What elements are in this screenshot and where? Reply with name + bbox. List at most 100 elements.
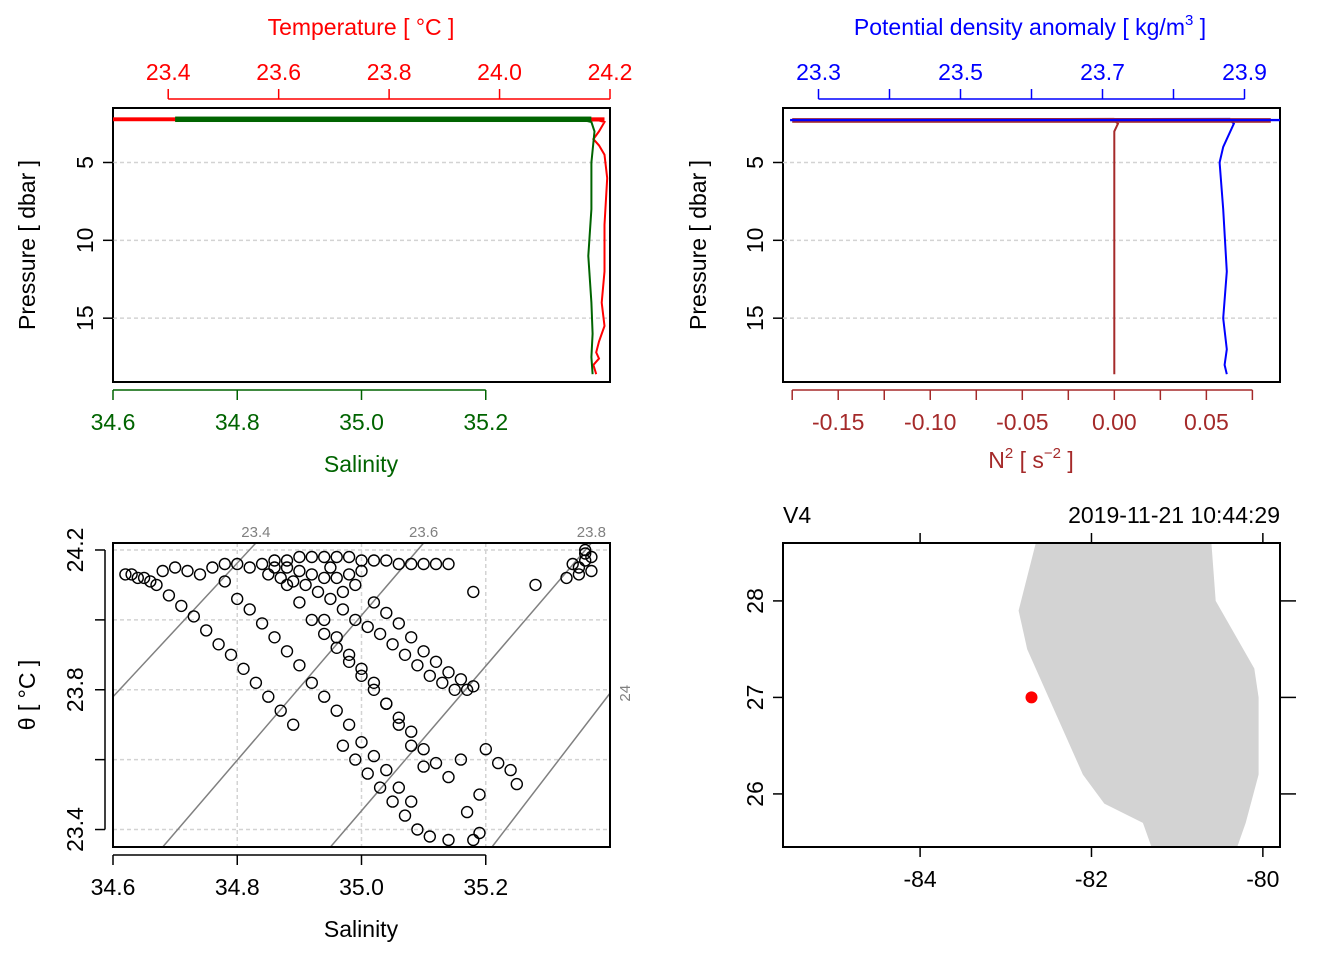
density-profile-grid <box>783 161 1280 319</box>
series-n2-line <box>801 117 1120 375</box>
ts-point <box>318 627 331 641</box>
n2-tick-label--0.05: -0.05 <box>996 409 1048 435</box>
ts-diagram-points <box>119 543 598 847</box>
ts-point <box>423 669 436 682</box>
ts-point <box>442 770 455 784</box>
ts-point <box>274 571 287 585</box>
ts-point <box>361 620 374 634</box>
n2-label-sup: 2 <box>1005 445 1013 462</box>
ts-profile-panel: 23.4 23.6 23.8 24.0 24.2 34.6 34.8 35.0 35.2 5 1… <box>14 14 632 477</box>
coastline-landmass <box>1018 543 1259 847</box>
station-marker <box>1025 691 1038 704</box>
density-profile-series <box>790 117 1280 375</box>
ts-point <box>268 631 281 644</box>
pressure-tick-label-15: 15 <box>72 305 98 331</box>
ts-point <box>423 830 436 843</box>
ts-point <box>137 571 151 585</box>
density-tick-label-23.9: 23.9 <box>1222 59 1267 85</box>
ts-diagram-panel: 23.4 23.6 23.8 24 34.6 34.8 35.0 35.2 23.4 23.8… <box>14 524 634 942</box>
density-profile-panel: 23.3 23.5 23.7 23.9 -0.15 -0.10 -0.05 0.00 0.05… <box>685 12 1281 473</box>
ts-point <box>206 561 219 574</box>
isopycnal-line-23.8 <box>329 542 592 848</box>
n2-label-main: N <box>988 447 1005 473</box>
ts-point <box>330 704 343 717</box>
ts-point <box>293 596 306 609</box>
ts-point <box>280 645 294 658</box>
pressure-tick-label-15: 15 <box>742 305 768 331</box>
ts-point <box>187 610 201 623</box>
n2-tick-label-0.00: 0.00 <box>1092 409 1137 435</box>
isopycnal-label-23.6: 23.6 <box>409 524 438 541</box>
salinity-tick-label-34.6: 34.6 <box>91 874 136 900</box>
ts-point <box>386 795 399 808</box>
ts-point <box>417 743 430 756</box>
ts-point <box>305 676 318 689</box>
isopycnal-lines: 23.4 23.6 23.8 24 <box>112 524 634 848</box>
ts-point <box>150 578 163 592</box>
density-tick-label-23.3: 23.3 <box>796 59 841 85</box>
pressure-axis-label-left: Pressure [ dbar ] <box>14 160 40 330</box>
longitude-tick-label--84: -84 <box>903 866 936 892</box>
ts-point <box>119 568 132 581</box>
ts-point <box>579 543 592 557</box>
ts-point <box>479 743 492 756</box>
salinity-tick-label-34.8: 34.8 <box>215 409 260 435</box>
ts-point <box>330 571 343 585</box>
ts-point <box>156 564 169 578</box>
theta-tick-label-24.2: 24.2 <box>62 528 88 573</box>
latitude-tick-label-27: 27 <box>742 685 768 711</box>
ts-point <box>324 592 337 606</box>
ts-point <box>405 739 418 752</box>
ts-point <box>442 666 455 679</box>
ts-point <box>405 725 418 738</box>
ts-point <box>585 564 598 578</box>
n2-tick-label-0.05: 0.05 <box>1184 409 1229 435</box>
ts-point <box>268 554 281 567</box>
ts-point <box>380 697 393 710</box>
ts-point <box>566 557 579 571</box>
salinity-tick-label-34.6: 34.6 <box>91 409 136 435</box>
temperature-axis: 23.4 23.6 23.8 24.0 24.2 <box>146 59 633 100</box>
ts-point <box>342 550 356 564</box>
ts-diagram-theta-axis: 23.4 23.8 24.2 <box>62 528 106 852</box>
ts-point <box>380 763 393 777</box>
density-axis-label: Potential density anomaly [ kg/m3 ] <box>854 12 1206 40</box>
ts-point <box>162 589 176 602</box>
ts-point <box>280 554 294 567</box>
temperature-tick-label-24.0: 24.0 <box>477 59 522 85</box>
temperature-tick-label-24.2: 24.2 <box>588 59 633 85</box>
temperature-tick-label-23.8: 23.8 <box>367 59 412 85</box>
ts-point <box>175 599 188 613</box>
ts-point <box>287 575 300 588</box>
n2-label-mid: [ s <box>1013 447 1044 473</box>
ts-point <box>224 648 238 661</box>
ts-point <box>324 561 337 574</box>
ts-point <box>330 631 343 644</box>
pressure-tick-label-5: 5 <box>72 156 98 169</box>
ts-point <box>460 683 474 696</box>
ts-point <box>367 676 381 689</box>
ts-point <box>274 704 287 717</box>
ts-diagram-plot-frame <box>112 542 611 848</box>
ts-point <box>336 603 350 616</box>
ts-point <box>473 788 486 801</box>
pressure-axis-left: 5 10 15 <box>72 156 114 331</box>
salinity-surface-band <box>175 116 592 123</box>
ts-diagram-grid <box>113 543 610 847</box>
series-temperature-line <box>499 117 609 375</box>
n2-axis-label: N2 [ s−2 ] <box>988 445 1074 473</box>
ts-point <box>405 557 418 571</box>
ts-point <box>392 557 405 571</box>
isopycnal-label-23.8: 23.8 <box>577 524 606 541</box>
ts-point <box>318 550 331 564</box>
density-profile-plot-frame <box>782 107 1281 383</box>
longitude-tick-label--80: -80 <box>1246 866 1279 892</box>
ts-point <box>330 550 343 564</box>
density-axis: 23.3 23.5 23.7 23.9 <box>796 59 1267 100</box>
ts-point <box>429 756 443 770</box>
ts-point <box>255 557 269 571</box>
salinity-tick-label-35.2: 35.2 <box>463 409 508 435</box>
ts-point <box>467 680 480 693</box>
ts-point <box>342 568 356 581</box>
ts-point <box>318 613 331 627</box>
